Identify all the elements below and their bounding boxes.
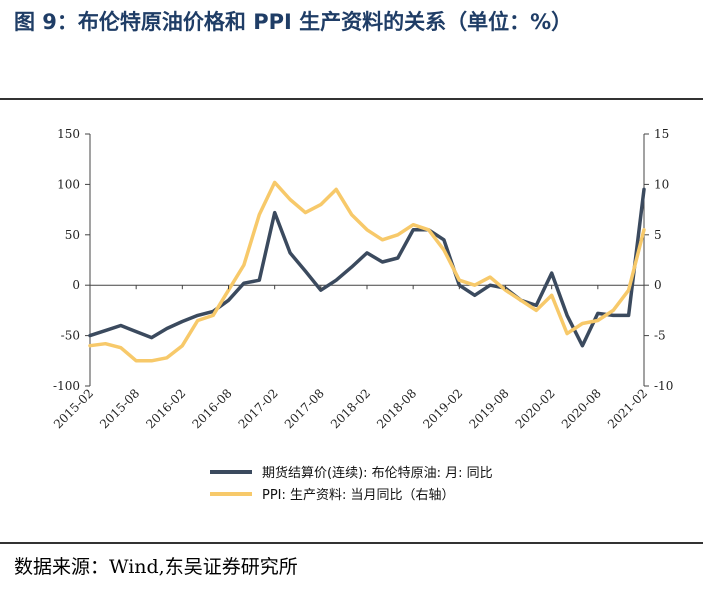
- right-tick-label: -5: [654, 329, 666, 343]
- chart-lines: [88, 180, 646, 363]
- x-tick-label: 2017-02: [236, 386, 281, 431]
- series-line-ppi: [88, 180, 646, 363]
- x-tick-label: 2015-08: [97, 386, 142, 431]
- left-tick-label: 100: [57, 177, 80, 191]
- x-tick-label: 2018-02: [328, 386, 373, 431]
- x-tick-label: 2019-08: [466, 386, 511, 431]
- chart-legend: 期货结算价(连续): 布伦特原油: 月: 同比 PPI: 生产资料: 当月同比（右…: [210, 465, 493, 503]
- top-rule: [0, 98, 703, 100]
- right-tick-label: -10: [654, 379, 673, 393]
- bottom-rule: [0, 542, 703, 544]
- left-tick-label: 50: [65, 228, 80, 242]
- right-tick-label: 0: [654, 278, 662, 292]
- left-tick-label: -50: [61, 329, 80, 343]
- figure-title: 图 9：布伦特原油价格和 PPI 生产资料的关系（单位：%）: [14, 10, 573, 34]
- left-tick-label: 0: [72, 278, 80, 292]
- right-tick-label: 15: [654, 127, 669, 141]
- x-tick-label: 2017-08: [282, 386, 327, 431]
- series-line-brent: [88, 187, 646, 348]
- x-tick-labels: 2015-02 2015-08 2016-02 2016-08 2017-02 2017-…: [51, 285, 650, 431]
- legend-label: PPI: 生产资料: 当月同比（右轴）: [262, 488, 455, 503]
- x-tick-label: 2016-08: [189, 386, 234, 431]
- x-tick-label: 2019-02: [420, 386, 465, 431]
- source-note: 数据来源：Wind,东吴证券研究所: [14, 556, 298, 578]
- x-tick-label: 2016-02: [143, 386, 188, 431]
- left-tick-label: -100: [53, 379, 80, 393]
- x-tick-label: 2018-08: [374, 386, 419, 431]
- x-tick-label: 2020-02: [513, 386, 558, 431]
- right-tick-label: 5: [654, 228, 662, 242]
- left-tick-label: 150: [57, 127, 80, 141]
- right-tick-label: 10: [654, 177, 669, 191]
- legend-label: 期货结算价(连续): 布伦特原油: 月: 同比: [262, 465, 493, 481]
- x-tick-label: 2021-02: [605, 386, 650, 431]
- x-tick-label: 2020-08: [559, 386, 604, 431]
